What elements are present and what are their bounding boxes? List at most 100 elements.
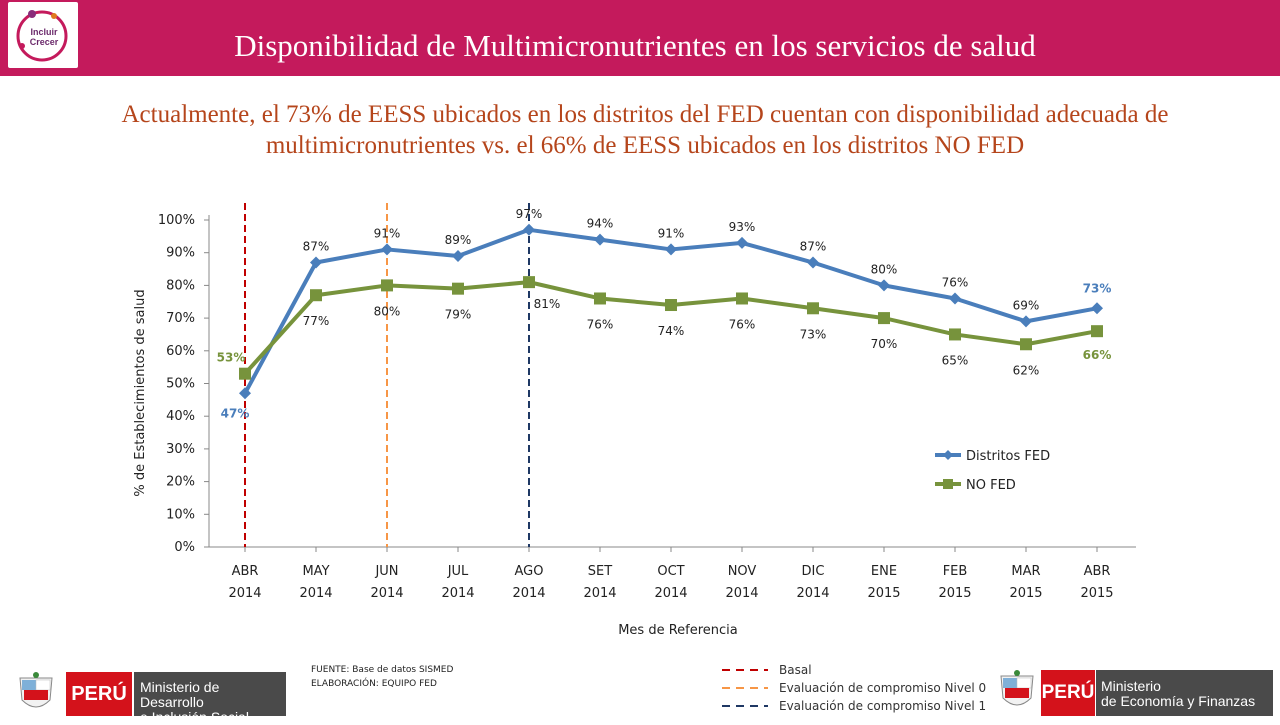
x-tick-label-year: 2014 (512, 586, 545, 601)
data-label-nofed: 76% (587, 317, 614, 331)
data-label-nofed: 80% (374, 304, 401, 318)
y-tick-label: 100% (158, 213, 195, 228)
data-label-nofed: 74% (658, 324, 685, 338)
data-label-nofed: 73% (800, 327, 827, 341)
data-label-nofed: 76% (729, 317, 756, 331)
x-tick-label-month: ENE (871, 564, 897, 579)
chart-axes: 0% 10% 20% 30% 40% 50% 60% 70% 80% 90% 100% ABR 2014… (158, 213, 1136, 601)
right-ministry-line1: Ministerio (1101, 678, 1161, 694)
data-point-fed (239, 387, 251, 400)
data-point-nofed (381, 279, 393, 292)
x-tick-label-year: 2014 (725, 586, 758, 601)
y-tick-label: 80% (166, 278, 195, 293)
x-tick-label-month: JUN (374, 564, 398, 579)
left-ministry-line1: Ministerio de Desarrollo (140, 679, 220, 710)
left-ministry-box: Ministerio de Desarrollo e Inclusión Soc… (134, 672, 286, 725)
data-label-fed: 69% (1013, 298, 1040, 312)
y-tick-label: 90% (166, 246, 195, 261)
reference-legend: Basal Evaluación de compromiso Nivel 0 Eva… (722, 663, 986, 713)
data-point-fed (665, 243, 677, 256)
right-ministry-box: Ministerio de Economía y Finanzas (1096, 670, 1273, 716)
reference-legend-label: Evaluación de compromiso Nivel 0 (779, 681, 986, 695)
data-label-nofed: 62% (1013, 363, 1040, 377)
right-ministry-line2: de Economía y Finanzas (1101, 693, 1256, 709)
data-point-fed (1020, 315, 1032, 328)
incluir-crecer-logo: Incluir Crecer (8, 2, 78, 68)
x-tick-label-year: 2014 (654, 586, 687, 601)
data-labels: 47% 87% 91% 89% 97% 94% 91% 93% 87% 80% 76% 69% 73% 5… (217, 207, 1112, 421)
x-tick-label-month: DIC (802, 564, 825, 579)
data-label-nofed: 77% (303, 314, 330, 328)
data-point-nofed (523, 276, 535, 289)
page-title: Disponibilidad de Multimicronutrientes e… (234, 28, 1036, 63)
peru-crest-icon (1000, 670, 1034, 706)
x-tick-label-month: SET (588, 564, 612, 579)
data-label-fed: 91% (374, 226, 401, 240)
data-point-nofed (1091, 325, 1103, 338)
x-tick-label-year: 2015 (938, 586, 971, 601)
x-tick-label-month: JUL (447, 564, 469, 579)
x-tick-label-year: 2015 (867, 586, 900, 601)
legend-marker (943, 450, 953, 460)
data-point-nofed (239, 367, 251, 380)
data-point-nofed (665, 299, 677, 312)
data-label-fed: 47% (221, 406, 250, 420)
y-tick-label: 10% (166, 507, 195, 522)
right-peru-label: PERÚ (1041, 670, 1095, 716)
x-tick-label-year: 2015 (1080, 586, 1113, 601)
x-axis-label: Mes de Referencia (618, 623, 738, 638)
data-label-nofed: 79% (445, 308, 472, 322)
left-peru-label: PERÚ (66, 672, 132, 716)
x-tick-label-month: AGO (515, 564, 544, 579)
data-point-fed (807, 256, 819, 269)
midis-logo: PERÚ Ministerio de Desarrollo e Inclusió… (14, 670, 286, 725)
data-point-fed (949, 292, 961, 305)
data-label-nofed: 53% (217, 351, 246, 365)
incluir-crecer-logo-icon: Incluir Crecer (16, 10, 68, 62)
x-tick-label-month: ABR (232, 564, 259, 579)
data-point-fed (452, 249, 464, 262)
logo-text-1: Incluir (30, 27, 58, 37)
x-tick-label-month: NOV (728, 564, 757, 579)
chart-series (239, 223, 1103, 400)
data-point-fed (1091, 302, 1103, 315)
x-tick-label-month: OCT (657, 564, 684, 579)
x-tick-label-year: 2014 (299, 586, 332, 601)
data-label-nofed: 66% (1083, 348, 1112, 362)
x-tick-label-month: MAR (1011, 564, 1040, 579)
data-point-fed (878, 279, 890, 292)
legend-label: Distritos FED (966, 449, 1050, 464)
x-tick-label-year: 2014 (228, 586, 261, 601)
y-tick-label: 60% (166, 344, 195, 359)
y-tick-label: 70% (166, 311, 195, 326)
data-label-fed: 93% (729, 220, 756, 234)
y-tick-label: 0% (174, 540, 195, 555)
x-tick-label-month: ABR (1084, 564, 1111, 579)
data-point-nofed (736, 292, 748, 305)
data-point-fed (381, 243, 393, 256)
credit-text: ELABORACIÓN: EQUIPO FED (311, 677, 437, 689)
data-label-fed: 89% (445, 233, 472, 247)
x-tick-label-year: 2014 (583, 586, 616, 601)
data-point-nofed (310, 289, 322, 302)
data-label-fed: 80% (871, 262, 898, 276)
y-axis-label: % de Establecimientos de salud (133, 289, 148, 496)
x-tick-label-year: 2014 (441, 586, 474, 601)
data-point-nofed (594, 292, 606, 305)
data-point-fed (594, 233, 606, 246)
reference-legend-label: Basal (779, 663, 812, 677)
data-label-fed: 73% (1083, 281, 1112, 295)
legend-marker (943, 479, 953, 489)
data-label-nofed: 70% (871, 337, 898, 351)
data-label-fed: 87% (800, 240, 827, 254)
data-point-fed (736, 236, 748, 249)
x-tick-label-year: 2014 (796, 586, 829, 601)
legend-label: NO FED (966, 478, 1016, 493)
data-point-nofed (878, 312, 890, 325)
data-label-nofed: 65% (942, 353, 969, 367)
data-label-fed: 94% (587, 217, 614, 231)
x-tick-label-month: FEB (943, 564, 968, 579)
mef-logo: PERÚ Ministerio de Economía y Finanzas (995, 668, 1273, 718)
data-label-nofed: 81% (534, 297, 561, 311)
